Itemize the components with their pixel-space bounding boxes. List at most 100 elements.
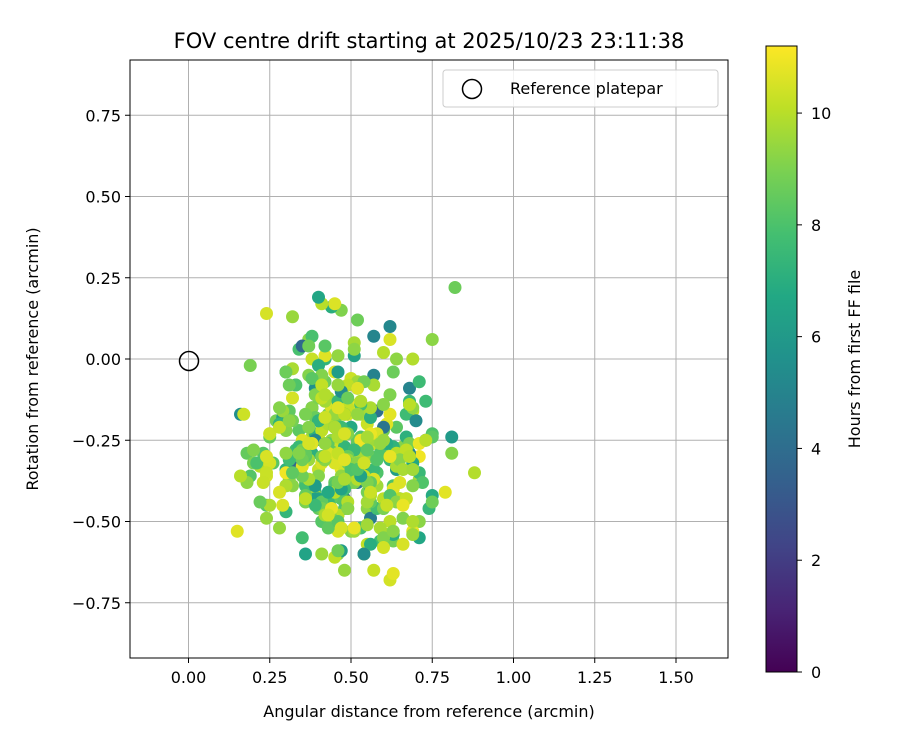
data-point: [386, 567, 400, 580]
data-point: [403, 398, 416, 411]
data-point: [328, 297, 342, 311]
data-point: [299, 492, 312, 506]
data-point: [377, 346, 390, 359]
data-point: [331, 378, 345, 392]
data-point: [253, 495, 267, 509]
data-point: [364, 485, 377, 499]
data-point: [282, 378, 296, 392]
data-point: [247, 443, 260, 457]
data-point: [305, 372, 319, 385]
data-point: [312, 290, 325, 304]
x-tick-label: 0.00: [171, 668, 207, 687]
data-point: [360, 518, 374, 532]
data-point: [328, 0, 341, 7]
data-point: [279, 446, 293, 460]
data-point: [256, 476, 270, 489]
data-point: [273, 401, 286, 415]
data-point: [412, 375, 426, 389]
data-point: [406, 528, 420, 541]
data-point: [302, 420, 316, 434]
data-point: [321, 485, 335, 499]
data-point: [354, 394, 368, 408]
data-point: [370, 453, 384, 467]
grid: [130, 60, 728, 658]
data-point: [318, 349, 332, 363]
data-point: [364, 0, 377, 7]
data-point: [295, 531, 309, 545]
data-point: [393, 476, 407, 489]
data-point: [279, 365, 293, 379]
data-point: [302, 437, 316, 450]
colorbar-tick-label: 4: [811, 439, 821, 458]
data-point: [321, 508, 335, 522]
data-point: [357, 547, 371, 561]
legend-label: Reference platepar: [510, 79, 663, 98]
data-point: [299, 547, 312, 561]
data-point: [351, 313, 364, 327]
data-point: [360, 443, 374, 457]
data-point: [377, 541, 390, 554]
data-point: [260, 307, 273, 320]
y-axis: −0.75 −0.50 −0.25 0.00 0.25 0.50 0.75: [72, 106, 130, 613]
y-axis-title: Rotation from reference (arcmin): [23, 227, 42, 490]
data-point: [263, 427, 277, 441]
y-tick-label: 0.50: [85, 188, 121, 207]
y-tick-label: −0.75: [72, 594, 121, 613]
x-tick-label: 0.25: [252, 668, 288, 687]
data-point: [273, 521, 286, 535]
data-point: [403, 381, 416, 395]
data-point: [396, 498, 410, 512]
data-point: [357, 456, 371, 470]
data-point: [308, 498, 322, 512]
data-point: [299, 407, 312, 421]
data-point: [237, 407, 251, 421]
data-point: [425, 333, 439, 346]
data-point: [406, 352, 420, 366]
y-tick-label: −0.25: [72, 431, 121, 450]
data-point: [315, 547, 329, 561]
data-point: [331, 349, 345, 363]
x-axis: 0.00 0.25 0.50 0.75 1.00 1.25 1.50: [171, 658, 694, 687]
data-point: [409, 414, 423, 428]
data-point: [406, 515, 420, 528]
colorbar-tick-label: 10: [811, 104, 831, 123]
data-point: [425, 495, 439, 509]
data-point: [331, 365, 345, 379]
scatter-points: [230, 0, 481, 587]
data-point: [367, 368, 381, 382]
data-point: [347, 521, 361, 535]
colorbar-title: Hours from first FF file: [845, 270, 864, 449]
data-point: [338, 453, 351, 467]
data-point: [351, 407, 364, 421]
data-point: [234, 469, 247, 483]
data-point: [328, 420, 342, 434]
x-tick-label: 0.75: [414, 668, 450, 687]
data-point: [318, 339, 332, 353]
y-tick-label: 0.25: [85, 269, 121, 288]
data-point: [351, 381, 364, 395]
legend-box: [442, 69, 719, 108]
data-point: [445, 430, 459, 444]
data-point: [383, 407, 397, 421]
data-point: [367, 563, 381, 577]
data-point: [377, 398, 390, 411]
data-point: [360, 430, 374, 444]
data-point: [419, 394, 433, 408]
colorbar-frame: [765, 45, 798, 673]
data-point: [341, 391, 355, 405]
data-point: [367, 329, 381, 343]
data-point: [331, 544, 345, 558]
x-tick-label: 0.50: [333, 668, 369, 687]
data-point: [286, 466, 299, 480]
data-point: [283, 0, 296, 7]
colorbar-ticks: 0 2 4 6 8 10: [797, 104, 831, 682]
data-point: [273, 485, 286, 499]
data-point: [282, 414, 296, 428]
data-point: [468, 466, 481, 480]
data-point: [338, 472, 351, 486]
data-point: [380, 498, 394, 512]
colorbar: 0 2 4 6 8 10 Hours from first FF file: [765, 45, 864, 682]
data-point: [338, 427, 351, 441]
data-point: [273, 420, 286, 434]
